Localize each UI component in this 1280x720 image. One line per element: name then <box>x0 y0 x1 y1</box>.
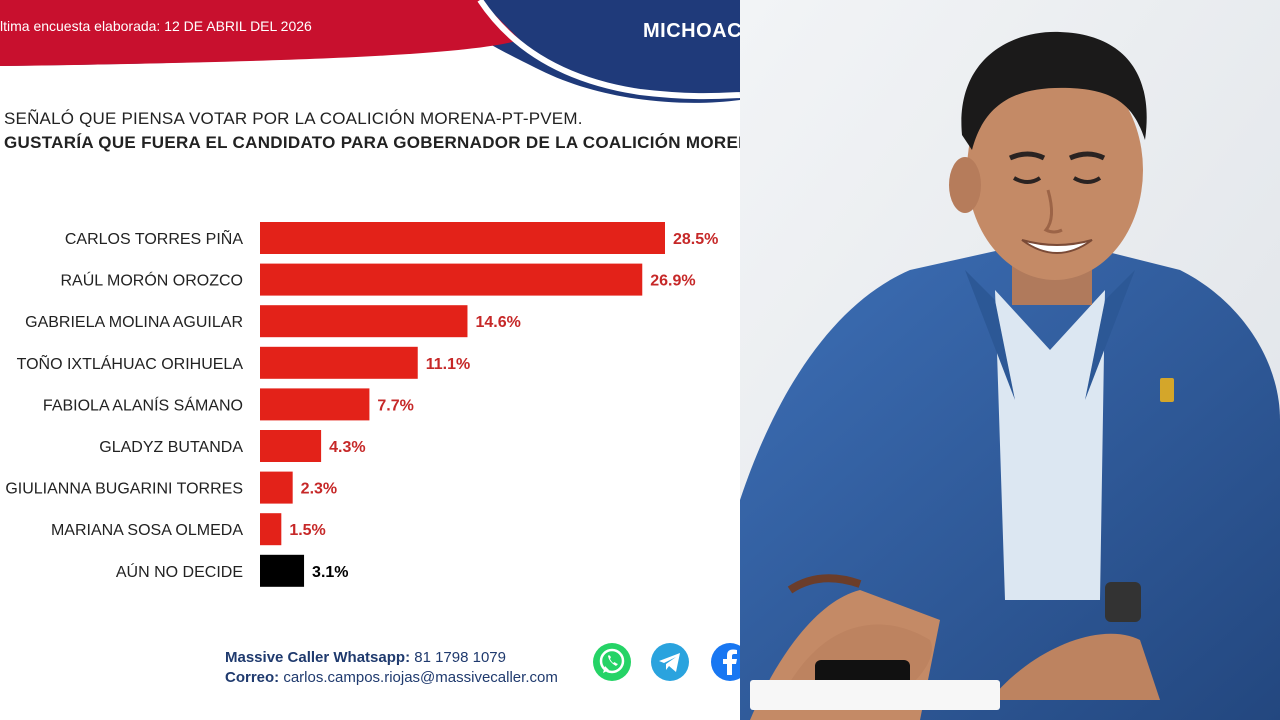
category-label: TOÑO IXTLÁHUAC ORIHUELA <box>17 353 244 373</box>
lapel-pin <box>1160 378 1174 402</box>
category-label: GABRIELA MOLINA AGUILAR <box>25 314 243 331</box>
bar <box>260 430 322 462</box>
email-label: Correo: <box>225 669 280 686</box>
telegram-icon[interactable] <box>650 642 690 682</box>
bar <box>260 554 305 587</box>
question-context: SEÑALÓ QUE PIENSA VOTAR POR LA COALICIÓN… <box>4 109 583 128</box>
value-label: 4.3% <box>329 439 365 456</box>
category-label: MARIANA SOSA OLMEDA <box>51 522 243 539</box>
wristwatch <box>1105 582 1141 622</box>
category-label: FABIOLA ALANÍS SÁMANO <box>43 395 243 414</box>
candidate-illustration <box>740 0 1280 720</box>
bar <box>260 305 468 338</box>
candidate-photo <box>740 0 1280 720</box>
value-label: 28.5% <box>673 231 718 248</box>
bar <box>260 263 643 296</box>
whatsapp-icon[interactable] <box>592 642 632 682</box>
bar <box>260 388 370 421</box>
value-label: 26.9% <box>650 273 695 290</box>
region-title: MICHOAC <box>643 20 740 42</box>
whatsapp-label: Massive Caller Whatsapp: <box>225 649 411 666</box>
contact-info: Massive Caller Whatsapp: 81 1798 1079 Co… <box>225 648 558 688</box>
value-label: 2.3% <box>301 481 337 498</box>
value-label: 1.5% <box>289 522 325 539</box>
value-label: 14.6% <box>475 314 520 331</box>
bar <box>260 513 282 546</box>
whatsapp-number: 81 1798 1079 <box>414 649 506 666</box>
value-label: 3.1% <box>312 564 348 581</box>
question-title: GUSTARÍA QUE FUERA EL CANDIDATO PARA GOB… <box>4 133 740 152</box>
facebook-icon[interactable] <box>710 642 740 682</box>
value-label: 11.1% <box>426 356 470 373</box>
whatsapp-line: Massive Caller Whatsapp: 81 1798 1079 <box>225 648 558 668</box>
bar-chart: CARLOS TORRES PIÑA 28.5% RAÚL MORÓN OROZCO… <box>5 222 718 587</box>
survey-date: ltima encuesta elaborada: 12 DE ABRIL DE… <box>0 18 312 34</box>
category-label: CARLOS TORRES PIÑA <box>65 228 243 248</box>
value-label: 7.7% <box>377 397 413 414</box>
email-line: Correo: carlos.campos.riojas@massivecall… <box>225 668 558 688</box>
email-address: carlos.campos.riojas@massivecaller.com <box>283 669 558 686</box>
bar <box>260 471 293 504</box>
category-label: GIULIANNA BUGARINI TORRES <box>5 481 243 498</box>
bar <box>260 346 418 379</box>
category-label: AÚN NO DECIDE <box>116 562 243 581</box>
header-banner <box>0 0 740 103</box>
category-label: GLADYZ BUTANDA <box>99 439 243 456</box>
category-label: RAÚL MORÓN OROZCO <box>60 271 243 290</box>
poll-panel: ltima encuesta elaborada: 12 DE ABRIL DE… <box>0 0 740 688</box>
paper <box>750 680 1000 710</box>
bar <box>260 222 665 254</box>
